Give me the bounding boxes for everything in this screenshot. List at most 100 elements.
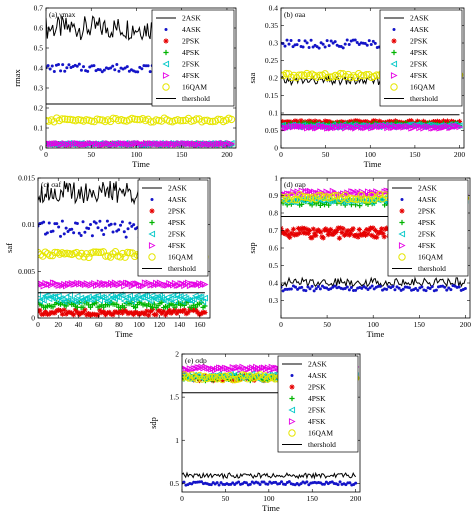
data-point: [80, 310, 86, 316]
data-point: [67, 63, 71, 67]
data-point: [443, 285, 447, 289]
legend-item: thershold: [142, 264, 196, 273]
y-tick-label: 0.7: [34, 4, 44, 13]
data-point: [349, 195, 357, 203]
data-point: [185, 310, 191, 316]
data-point: [119, 310, 126, 316]
legend-label: 4ASK: [168, 195, 187, 204]
data-point: [216, 364, 223, 372]
data-point: [362, 196, 371, 204]
data-point: [96, 226, 100, 230]
data-point: [126, 249, 134, 257]
series-16qam: [46, 114, 236, 126]
legend-label: 2ASK: [410, 14, 429, 23]
data-point: [360, 232, 366, 238]
series-4ask: [182, 480, 358, 487]
data-point: [128, 140, 136, 148]
legend-swatch: [400, 198, 404, 201]
legend-item: 2PSK: [391, 37, 428, 46]
data-point: [134, 280, 142, 287]
series-line: [182, 471, 357, 480]
data-point: [71, 312, 77, 318]
data-point: [414, 118, 421, 124]
data-point: [178, 298, 186, 306]
data-point: [200, 372, 209, 381]
x-axis-label: Time: [115, 329, 133, 339]
data-point: [281, 71, 285, 79]
data-point: [293, 123, 301, 130]
legend-swatch: [391, 49, 397, 56]
data-point: [231, 375, 239, 384]
data-point: [334, 227, 340, 234]
data-point: [47, 140, 54, 148]
data-point: [126, 227, 130, 231]
data-point: [58, 296, 66, 303]
legend-item: 16QAM: [390, 83, 435, 92]
data-point: [449, 288, 453, 292]
data-point: [47, 293, 55, 301]
data-point: [113, 293, 120, 301]
data-point: [40, 282, 48, 290]
data-point: [42, 309, 49, 315]
data-point: [306, 198, 314, 205]
data-point: [171, 298, 178, 305]
data-point: [82, 65, 86, 69]
data-point: [380, 122, 387, 130]
data-point: [111, 64, 115, 68]
data-point: [102, 252, 110, 260]
legend: 2ASK 4ASK 2PSK 4PSK 2FSK 4FSK 16QAM thershold: [387, 179, 469, 277]
data-point: [284, 228, 290, 234]
data-point: [70, 227, 74, 231]
data-point: [309, 235, 315, 241]
data-point: [62, 293, 70, 301]
data-point: [115, 293, 122, 301]
data-point: [215, 140, 223, 148]
data-point: [130, 280, 138, 288]
legend-swatch: [288, 418, 296, 425]
data-point: [99, 248, 108, 256]
data-point: [99, 310, 105, 316]
data-point: [104, 226, 108, 230]
data-point: [222, 141, 229, 148]
data-point: [314, 124, 321, 132]
data-point: [354, 288, 358, 292]
x-tick-label: 0: [279, 150, 283, 159]
data-point: [61, 115, 69, 123]
data-point: [121, 304, 127, 310]
data-point: [284, 190, 291, 197]
legend-label: 2ASK: [308, 360, 327, 369]
data-point: [283, 483, 287, 487]
data-point: [348, 123, 355, 131]
data-point: [348, 481, 352, 485]
data-point: [46, 311, 52, 317]
data-point: [294, 231, 300, 238]
data-point: [248, 374, 257, 382]
data-point: [228, 375, 237, 384]
data-point: [167, 295, 175, 303]
data-point: [148, 70, 152, 74]
data-point: [132, 309, 139, 315]
data-point: [157, 308, 163, 314]
data-point: [285, 38, 289, 42]
data-point: [153, 279, 160, 287]
legend-swatch: [390, 72, 398, 79]
x-tick-label: 40: [75, 320, 83, 329]
panel-label: (e) σdp: [185, 356, 207, 365]
data-point: [82, 116, 91, 124]
data-point: [192, 281, 200, 288]
data-point: [376, 118, 382, 124]
data-point: [340, 226, 346, 232]
series-4ask: [281, 284, 467, 293]
legend-item: 4FSK: [148, 241, 186, 250]
data-point: [330, 122, 337, 130]
data-point: [162, 312, 169, 318]
data-point: [176, 117, 185, 125]
data-point: [144, 64, 148, 68]
legend-label: 4FSK: [418, 241, 436, 250]
data-point: [297, 39, 301, 43]
data-point: [96, 279, 104, 287]
data-point: [369, 42, 373, 46]
data-point: [49, 293, 57, 301]
data-point: [66, 115, 74, 124]
data-point: [146, 297, 154, 305]
